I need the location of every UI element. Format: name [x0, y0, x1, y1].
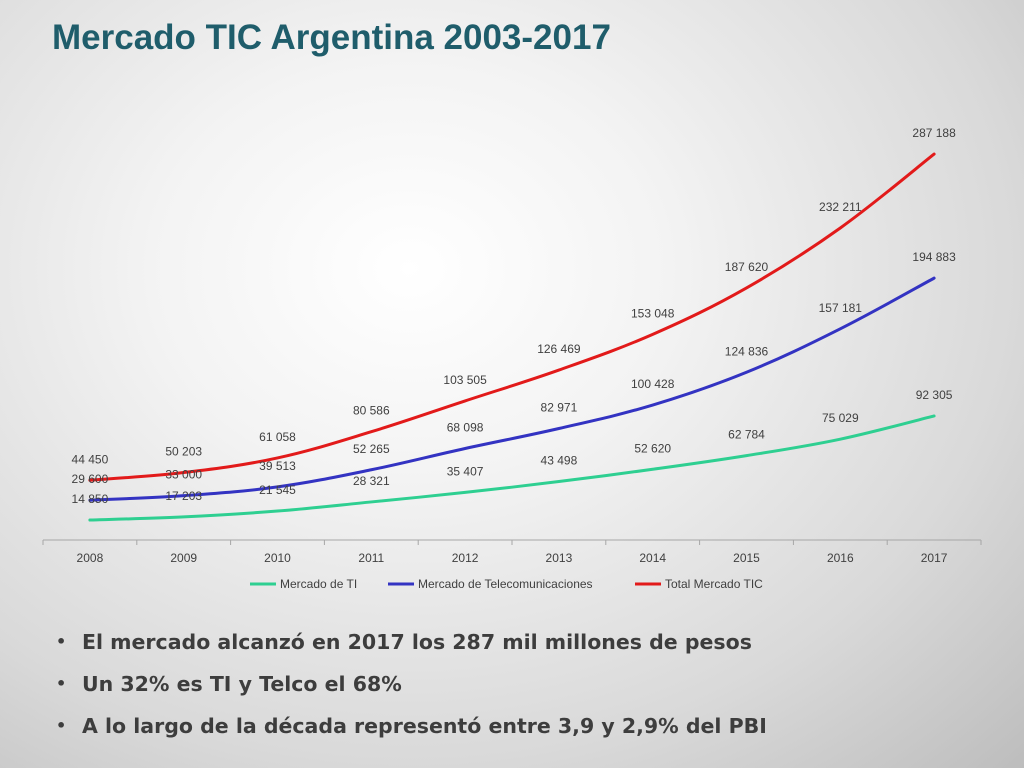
bullet-text: A lo largo de la década representó entre…	[82, 714, 767, 738]
data-label: 124 836	[725, 344, 769, 358]
data-label: 61 058	[259, 430, 296, 444]
data-label: 39 513	[259, 459, 296, 473]
x-tick-label: 2014	[639, 551, 666, 565]
legend: Mercado de TI Mercado de Telecomunicacion…	[250, 577, 763, 591]
data-label: 92 305	[916, 388, 953, 402]
data-label: 82 971	[541, 401, 578, 415]
x-tick-label: 2010	[264, 551, 291, 565]
bullet-icon: •	[56, 674, 67, 693]
data-label: 75 029	[822, 411, 859, 425]
series-line	[88, 414, 936, 522]
legend-label: Total Mercado TIC	[665, 577, 763, 591]
bullet-item: • Un 32% es TI y Telco el 68%	[52, 664, 767, 706]
data-label: 52 620	[634, 441, 671, 455]
data-label: 62 784	[728, 428, 765, 442]
data-label: 68 098	[447, 420, 484, 434]
data-label: 52 265	[353, 442, 390, 456]
x-tick-label: 2016	[827, 551, 854, 565]
x-tick-label: 2013	[546, 551, 573, 565]
bullet-item: • El mercado alcanzó en 2017 los 287 mil …	[52, 622, 767, 664]
data-label: 14 850	[72, 492, 109, 506]
data-label: 50 203	[165, 445, 202, 459]
data-label: 44 450	[72, 452, 109, 466]
data-label: 194 883	[912, 250, 956, 264]
series-line	[88, 152, 936, 482]
slide-title: Mercado TIC Argentina 2003-2017	[52, 18, 611, 57]
data-label: 287 188	[912, 126, 956, 140]
x-tick-label: 2015	[733, 551, 760, 565]
data-label: 29 600	[72, 472, 109, 486]
data-labels: 14 850 17 203 21 545 28 321 35 407 43 498 52 6…	[72, 126, 957, 506]
data-label: 35 407	[447, 464, 484, 478]
legend-label: Mercado de Telecomunicaciones	[418, 577, 593, 591]
x-tick-label: 2011	[358, 551, 384, 565]
data-label: 17 203	[165, 489, 202, 503]
line-chart: 2008 2009 2010 2011 2012 2013 2014 2015 2016 2017…	[42, 126, 982, 591]
data-label: 232 211	[819, 200, 862, 214]
bullet-list: • El mercado alcanzó en 2017 los 287 mil …	[52, 622, 767, 748]
x-axis: 2008 2009 2010 2011 2012 2013 2014 2015 2016 2017	[42, 539, 982, 565]
data-label: 187 620	[725, 260, 769, 274]
data-label: 153 048	[631, 306, 675, 320]
data-label: 126 469	[537, 342, 581, 356]
data-label: 157 181	[819, 301, 863, 315]
data-label: 21 545	[259, 483, 296, 497]
bullet-icon: •	[56, 632, 67, 651]
x-tick-label: 2017	[921, 551, 948, 565]
legend-label: Mercado de TI	[280, 577, 357, 591]
data-label: 28 321	[353, 474, 390, 488]
x-tick-label: 2008	[77, 551, 104, 565]
bullet-text: Un 32% es TI y Telco el 68%	[82, 672, 402, 696]
data-label: 43 498	[541, 454, 578, 468]
data-label: 100 428	[631, 377, 675, 391]
bullet-text: El mercado alcanzó en 2017 los 287 mil m…	[82, 630, 752, 654]
data-label: 80 586	[353, 404, 390, 418]
series-line	[88, 276, 936, 502]
x-tick-label: 2009	[170, 551, 197, 565]
data-label: 103 505	[443, 373, 487, 387]
x-tick-label: 2012	[452, 551, 479, 565]
bullet-item: • A lo largo de la década representó entr…	[52, 706, 767, 748]
bullet-icon: •	[56, 716, 67, 735]
data-label: 33 000	[165, 468, 202, 482]
series-lines	[88, 152, 936, 522]
